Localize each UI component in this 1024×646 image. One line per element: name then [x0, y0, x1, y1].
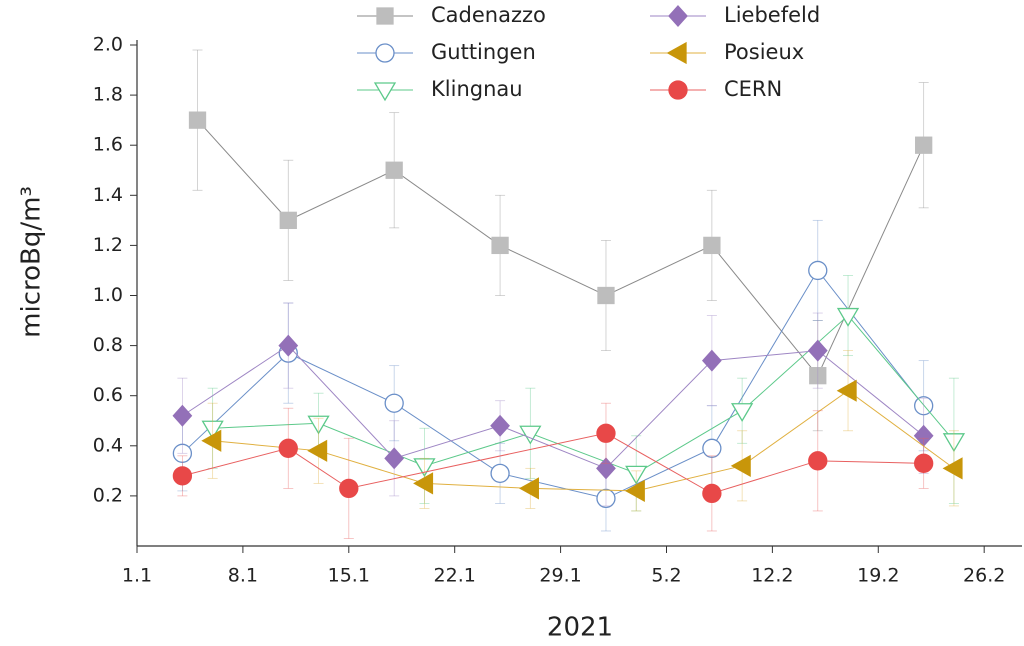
data-point	[518, 477, 539, 500]
y-tick-label: 0.8	[93, 334, 123, 356]
y-tick-label: 1.8	[93, 84, 123, 106]
data-point	[914, 453, 934, 473]
data-point	[701, 349, 722, 372]
x-tick-label: 5.2	[651, 565, 681, 587]
data-point	[413, 472, 434, 495]
x-tick-label: 8.1	[228, 565, 258, 587]
legend-label: Posieux	[724, 40, 804, 64]
data-point	[278, 438, 298, 458]
data-point	[278, 334, 299, 357]
data-point	[808, 451, 828, 471]
x-axis-label: 2021	[547, 613, 613, 643]
data-point	[597, 286, 615, 305]
x-tick-label: 29.1	[539, 565, 581, 587]
y-tick-label: 0.4	[93, 434, 123, 456]
data-point	[808, 260, 828, 281]
legend-label: Cadenazzo	[431, 3, 546, 27]
y-tick-label: 2.0	[93, 34, 123, 56]
data-point	[490, 414, 510, 437]
legend-marker	[668, 5, 688, 27]
data-point	[702, 483, 722, 504]
legend-marker	[668, 80, 688, 100]
data-point	[625, 465, 648, 485]
data-point	[413, 458, 436, 478]
data-point	[836, 307, 860, 327]
legend-marker	[666, 41, 687, 65]
data-point	[730, 403, 754, 423]
data-point	[172, 466, 193, 486]
data-point	[596, 423, 616, 443]
data-point	[188, 111, 207, 129]
data-point	[596, 488, 616, 509]
legend-marker	[376, 7, 394, 25]
y-tick-label: 0.6	[93, 384, 123, 406]
data-point	[384, 447, 405, 470]
data-point	[836, 379, 857, 402]
data-point	[807, 339, 828, 362]
legend-label: Guttingen	[431, 40, 536, 64]
data-point	[809, 367, 827, 385]
data-point	[384, 393, 404, 413]
data-point	[172, 443, 193, 463]
series-line	[212, 314, 955, 474]
data-point	[491, 236, 509, 255]
data-point	[307, 439, 328, 462]
series-line	[197, 119, 925, 377]
series-line	[212, 390, 955, 492]
series-line	[182, 269, 925, 499]
data-point	[339, 478, 359, 499]
x-tick-label: 15.1	[328, 565, 370, 587]
data-point	[596, 457, 616, 480]
y-axis-label: microBq/m³	[17, 186, 47, 338]
data-point	[624, 479, 645, 502]
data-point	[279, 211, 297, 230]
data-point	[942, 457, 963, 480]
y-tick-label: 0.2	[93, 484, 123, 506]
y-tick-label: 1.2	[93, 234, 123, 256]
data-point	[942, 433, 966, 453]
x-tick-label: 22.1	[434, 565, 476, 587]
x-tick-label: 12.2	[751, 565, 793, 587]
data-point	[172, 404, 193, 427]
data-point	[702, 438, 722, 458]
legend-marker	[373, 82, 397, 102]
legend-label: Liebefeld	[724, 3, 820, 27]
data-point	[201, 429, 222, 452]
legend-label: CERN	[724, 77, 782, 101]
y-tick-label: 1.4	[93, 184, 123, 206]
data-point	[703, 236, 721, 255]
y-tick-label: 1.0	[93, 284, 123, 306]
x-tick-label: 19.2	[857, 565, 899, 587]
data-point	[307, 415, 330, 435]
y-tick-label: 1.6	[93, 134, 123, 156]
data-point	[915, 136, 933, 154]
data-point	[385, 161, 403, 179]
legend-label: Klingnau	[431, 77, 523, 101]
series-line	[182, 344, 924, 469]
data-point	[730, 454, 751, 477]
legend-marker	[375, 43, 395, 63]
data-point	[519, 425, 542, 445]
x-tick-label: 26.2	[963, 565, 1005, 587]
data-point	[201, 420, 224, 440]
x-tick-label: 1.1	[122, 565, 152, 587]
data-point	[490, 463, 510, 484]
